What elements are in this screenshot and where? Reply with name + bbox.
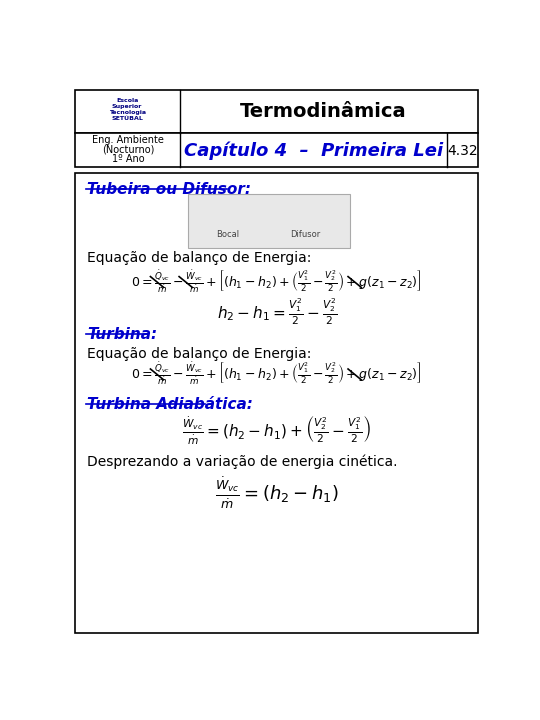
Text: Tubeira ou Difusor:: Tubeira ou Difusor: (87, 182, 251, 197)
Text: Escola
Superior
Tecnologia
SETÚBAL: Escola Superior Tecnologia SETÚBAL (109, 99, 146, 121)
Text: (Nocturno): (Nocturno) (102, 145, 154, 155)
Text: $\frac{\dot{W}_{vc}}{\dot{m}} = (h_2 - h_1) + \left(\frac{V_2^2}{2} - \frac{V_1^: $\frac{\dot{W}_{vc}}{\dot{m}} = (h_2 - h… (182, 415, 372, 448)
Text: 4.32: 4.32 (448, 144, 478, 158)
FancyBboxPatch shape (187, 194, 350, 248)
FancyBboxPatch shape (75, 90, 478, 132)
Text: Difusor: Difusor (291, 230, 321, 239)
Text: Capítulo 4  –  Primeira Lei: Capítulo 4 – Primeira Lei (184, 141, 443, 160)
Text: 1º Ano: 1º Ano (112, 154, 144, 163)
Text: Turbina:: Turbina: (87, 328, 157, 343)
Text: Equação de balanço de Energia:: Equação de balanço de Energia: (87, 251, 311, 265)
Text: Turbina Adiabática:: Turbina Adiabática: (87, 397, 253, 412)
Text: Equação de balanço de Energia:: Equação de balanço de Energia: (87, 346, 311, 361)
Text: $h_2 - h_1 = \frac{V_1^2}{2} - \frac{V_2^2}{2}$: $h_2 - h_1 = \frac{V_1^2}{2} - \frac{V_2… (217, 296, 337, 327)
Text: Eng. Ambiente: Eng. Ambiente (92, 135, 164, 145)
Text: $0 = \frac{\dot{Q}_{vc}}{\dot{m}} - \frac{\dot{W}_{vc}}{\dot{m}} + \left[(h_1 - : $0 = \frac{\dot{Q}_{vc}}{\dot{m}} - \fra… (131, 269, 422, 295)
Text: Termodinâmica: Termodinâmica (240, 102, 407, 120)
Text: Bocal: Bocal (217, 230, 239, 239)
Text: $\frac{\dot{W}_{vc}}{\dot{m}} = (h_2 - h_1)$: $\frac{\dot{W}_{vc}}{\dot{m}} = (h_2 - h… (215, 474, 339, 511)
Text: $0 = \frac{\dot{Q}_{vc}}{\dot{m}} - \frac{\dot{W}_{vc}}{\dot{m}} + \left[(h_1 - : $0 = \frac{\dot{Q}_{vc}}{\dot{m}} - \fra… (131, 361, 422, 387)
FancyBboxPatch shape (75, 132, 478, 167)
Text: Desprezando a variação de energia cinética.: Desprezando a variação de energia cinéti… (87, 454, 397, 469)
FancyBboxPatch shape (75, 173, 478, 633)
